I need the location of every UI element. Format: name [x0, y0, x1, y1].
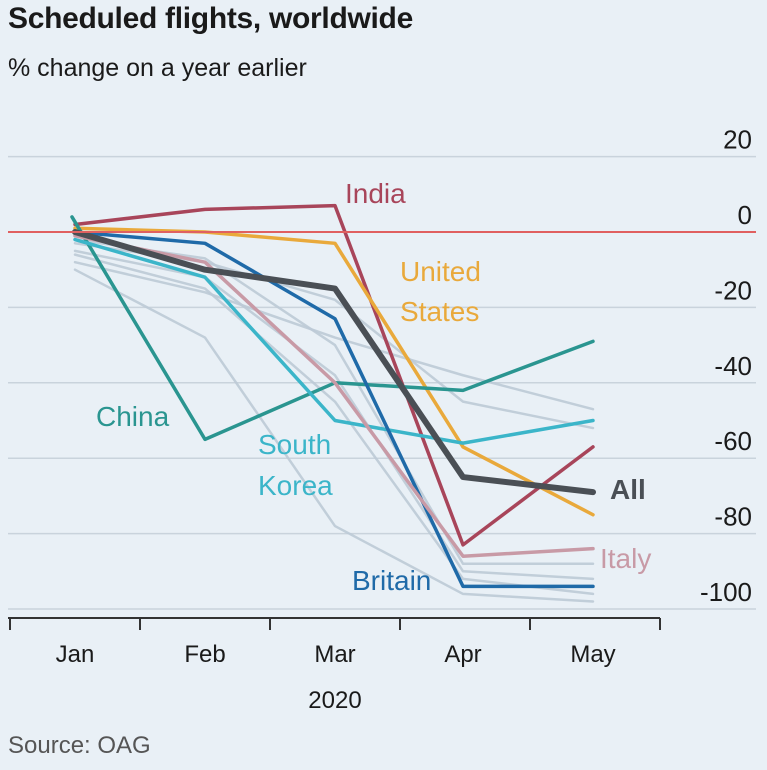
y-tick-label: -100 [700, 577, 752, 607]
series-label: States [400, 296, 479, 327]
series-line-other [73, 260, 595, 411]
x-tick-label: Feb [184, 641, 225, 668]
x-tick-label: Apr [444, 641, 481, 668]
x-tick-label: May [570, 641, 615, 668]
series-line-italy [73, 234, 595, 558]
y-tick-label: -80 [714, 502, 752, 532]
series-line-other [73, 249, 595, 581]
series-label: Italy [600, 543, 651, 574]
series-line-all [72, 229, 596, 496]
series-label: India [345, 178, 406, 209]
series-line-britain [73, 230, 595, 589]
y-tick-label: -40 [714, 351, 752, 381]
series-label: Britain [352, 565, 431, 596]
y-tick-label: -60 [714, 426, 752, 456]
series-label: United [400, 256, 481, 287]
x-tick-label: Jan [56, 641, 95, 668]
series-label: China [96, 401, 170, 432]
series-line-india [73, 203, 595, 547]
x-year-label: 2020 [308, 687, 361, 714]
source-note: Source: OAG [8, 732, 151, 759]
series-line-other [73, 268, 595, 603]
series-label: All [610, 474, 646, 505]
series-label: Korea [258, 470, 333, 501]
series-line-united-states [73, 226, 595, 517]
series-label: South [258, 429, 331, 460]
y-tick-label: 20 [723, 125, 752, 155]
series-line-other [73, 253, 595, 596]
chart-title: Scheduled flights, worldwide [8, 2, 413, 35]
chart-subtitle: % change on a year earlier [8, 54, 307, 82]
x-tick-label: Mar [314, 641, 355, 668]
y-tick-label: -20 [714, 275, 752, 305]
y-tick-label: 0 [738, 200, 752, 230]
series-line-south-korea [73, 237, 595, 445]
